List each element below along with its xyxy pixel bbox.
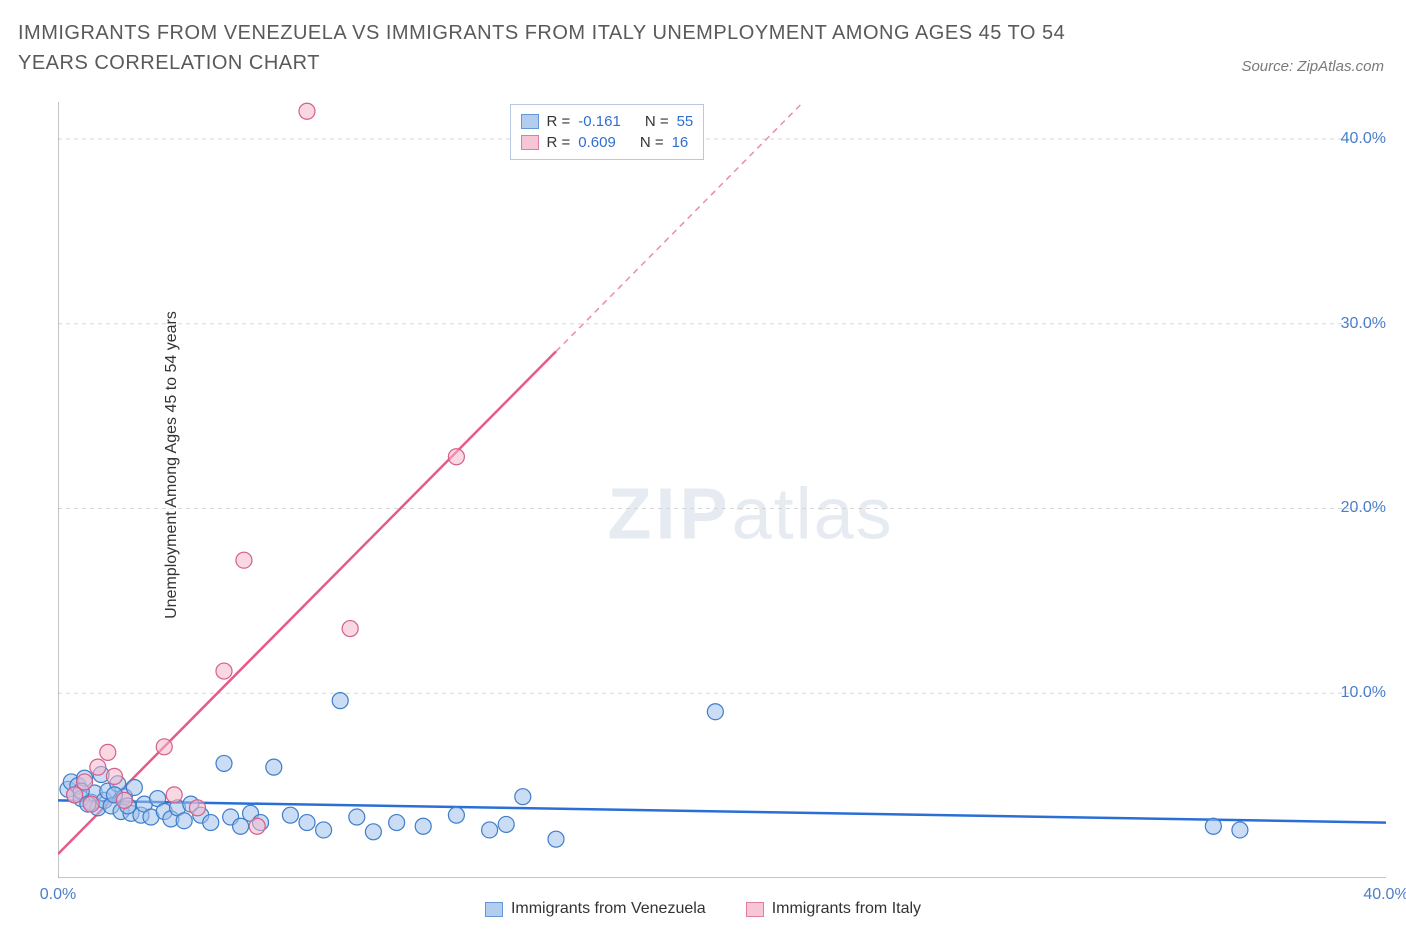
bottom-legend: Immigrants from Venezuela Immigrants fro… [0,900,1406,918]
y-tick-label: 30.0% [1341,315,1386,333]
stat-label-n: N = [645,113,669,130]
stat-n-series1: 55 [677,113,694,130]
stat-label-r: R = [547,134,571,151]
stat-r-series1: -0.161 [578,113,621,130]
stat-r-series2: 0.609 [578,134,616,151]
legend-item-series2: Immigrants from Italy [746,900,921,918]
legend-label-series1: Immigrants from Venezuela [511,900,706,918]
stat-label-r: R = [547,113,571,130]
page-title: IMMIGRANTS FROM VENEZUELA VS IMMIGRANTS … [18,18,1118,78]
stat-label-n: N = [640,134,664,151]
swatch-series2 [746,902,764,917]
y-tick-label: 40.0% [1341,130,1386,148]
swatch-series2 [521,135,539,150]
chart-area: ZIPatlas [58,102,1386,878]
swatch-series1 [521,114,539,129]
y-tick-label: 10.0% [1341,684,1386,702]
x-tick-label: 0.0% [40,886,76,904]
stat-n-series2: 16 [672,134,689,151]
stats-legend-box: R = -0.161 N = 55 R = 0.609 N = 16 [510,104,705,160]
y-tick-label: 20.0% [1341,499,1386,517]
stats-row-series2: R = 0.609 N = 16 [521,132,694,153]
source-credit: Source: ZipAtlas.com [1241,58,1384,75]
legend-item-series1: Immigrants from Venezuela [485,900,706,918]
x-tick-label: 40.0% [1363,886,1406,904]
stats-row-series1: R = -0.161 N = 55 [521,111,694,132]
swatch-series1 [485,902,503,917]
legend-label-series2: Immigrants from Italy [772,900,921,918]
